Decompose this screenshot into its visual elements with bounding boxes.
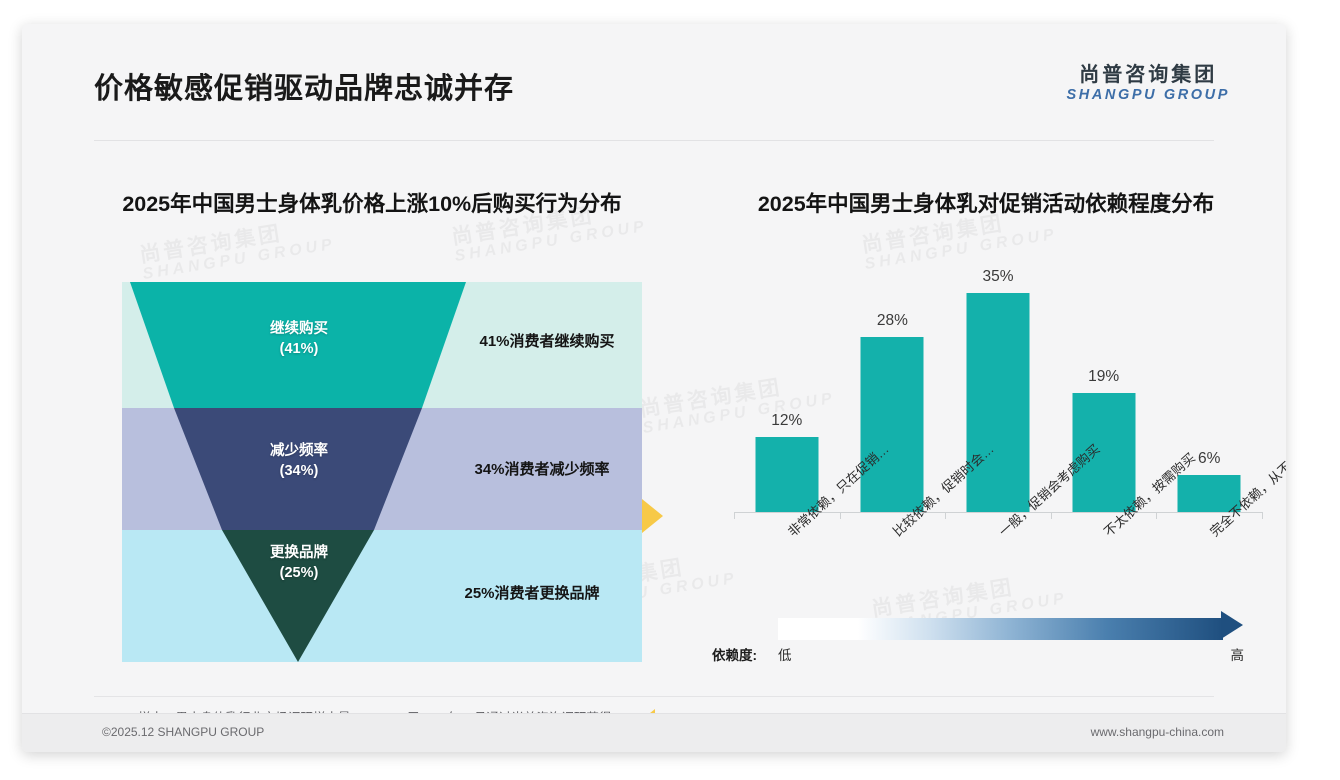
slide-header: 价格敏感促销驱动品牌忠诚并存 尚普咨询集团 SHANGPU GROUP [22, 24, 1286, 120]
funnel-label-2-value: (25%) [279, 564, 319, 581]
funnel-label-1-value: (34%) [279, 462, 319, 479]
bar-column[interactable]: 19% [1051, 262, 1157, 512]
bar-panel: 2025年中国男士身体乳对促销活动依赖程度分布 12% 28% 35% 19% 6% 非… [698, 174, 1286, 684]
bar-value-label: 6% [1197, 449, 1221, 467]
page-title: 价格敏感促销驱动品牌忠诚并存 [94, 73, 515, 105]
x-axis-tick [734, 512, 735, 519]
x-axis-line [734, 512, 1262, 513]
copyright-text: ©2025.12 SHANGPU GROUP [102, 725, 265, 739]
header-divider [94, 140, 1214, 141]
bar[interactable] [966, 293, 1030, 512]
logo-cn-text: 尚普咨询集团 [1079, 64, 1218, 86]
bar-chart: 12% 28% 35% 19% 6% 非常依赖，只在促销… 比较依赖，促销时会… 一般，促销… [712, 254, 1286, 554]
bar-column[interactable]: 6% [1156, 262, 1262, 512]
funnel-graphic [122, 282, 642, 662]
brand-logo: 尚普咨询集团 SHANGPU GROUP [1066, 64, 1230, 104]
legend-title: 依赖度: [712, 648, 757, 663]
x-axis-tick [945, 512, 947, 519]
gradient-bar [778, 618, 1223, 640]
bar[interactable] [1177, 474, 1241, 512]
arrow-right-icon [1221, 611, 1243, 639]
bar[interactable] [755, 437, 819, 512]
funnel-label-2: 更换品牌 (25%) [214, 544, 384, 583]
funnel-note-2: 25%消费者更换品牌 [464, 585, 600, 602]
x-axis-tick [1156, 512, 1158, 519]
bar-column[interactable]: 28% [840, 262, 946, 512]
funnel-panel: 2025年中国男士身体乳价格上涨10%后购买行为分布 继续购买 (41%) 减少… [52, 174, 692, 743]
funnel-note-0: 41%消费者继续购买 [479, 333, 615, 350]
x-axis-tick [1050, 512, 1052, 519]
bar-value-label: 28% [876, 312, 908, 329]
bar-value-label: 12% [771, 412, 803, 429]
legend-low-label: 低 [778, 648, 792, 663]
x-axis-tick [839, 512, 841, 519]
source-divider [94, 696, 1214, 697]
funnel-label-1-name: 减少频率 [270, 443, 328, 459]
funnel-chart: 继续购买 (41%) 减少频率 (34%) 更换品牌 (25%) 41%消费者继… [122, 282, 642, 662]
bar[interactable] [860, 337, 924, 512]
funnel-label-2-name: 更换品牌 [270, 545, 328, 561]
x-axis-tick [1262, 512, 1263, 519]
bar[interactable] [1072, 393, 1136, 512]
bar-chart-title: 2025年中国男士身体乳对促销活动依赖程度分布 [757, 192, 1215, 216]
dependency-gradient-legend: 依赖度: 低 高 [712, 611, 1272, 672]
funnel-label-1: 减少频率 (34%) [214, 442, 384, 481]
bar-value-label: 19% [1088, 368, 1120, 386]
bar-column[interactable]: 35% [945, 262, 1051, 512]
legend-high-label: 高 [1230, 648, 1245, 663]
bar-value-label: 35% [982, 268, 1014, 286]
logo-en-text: SHANGPU GROUP [1066, 87, 1230, 103]
funnel-label-0: 继续购买 (41%) [214, 320, 384, 359]
funnel-chart-title: 2025年中国男士身体乳价格上涨10%后购买行为分布 [122, 192, 622, 216]
bar-plot-area: 12% 28% 35% 19% 6% [734, 262, 1262, 512]
play-right-triangle-icon [642, 499, 663, 533]
funnel-note-1: 34%消费者减少频率 [474, 461, 610, 478]
slide-card: 尚普咨询集团 SHANGPU GROUP 尚普咨询集团 SHANGPU GROU… [22, 24, 1286, 752]
funnel-label-0-name: 继续购买 [270, 321, 328, 337]
bottom-bar: ©2025.12 SHANGPU GROUP www.shangpu-china… [22, 713, 1286, 752]
website-link[interactable]: www.shangpu-china.com [1090, 725, 1224, 739]
bar-column[interactable]: 12% [734, 262, 840, 512]
funnel-label-0-value: (41%) [279, 340, 319, 357]
